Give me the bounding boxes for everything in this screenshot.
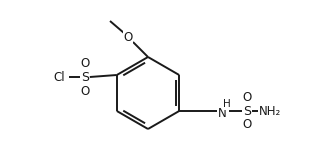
Text: O: O bbox=[123, 31, 133, 43]
Text: NH₂: NH₂ bbox=[259, 105, 281, 118]
Text: S: S bbox=[81, 71, 89, 83]
Text: O: O bbox=[242, 119, 252, 131]
Text: O: O bbox=[80, 56, 89, 70]
Text: O: O bbox=[80, 84, 89, 97]
Text: H: H bbox=[223, 99, 231, 109]
Text: N: N bbox=[218, 107, 227, 120]
Text: O: O bbox=[242, 90, 252, 103]
Text: Cl: Cl bbox=[53, 71, 65, 83]
Text: S: S bbox=[243, 105, 251, 118]
